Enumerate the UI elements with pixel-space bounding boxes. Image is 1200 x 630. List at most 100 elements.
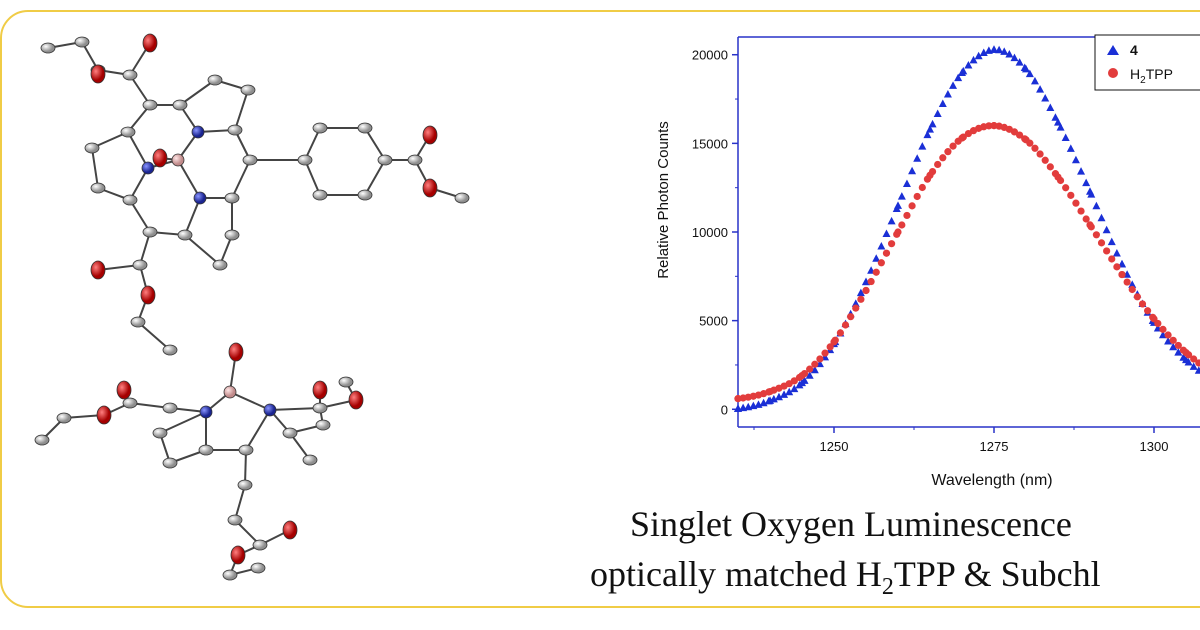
data-point-series-h2tpp — [1103, 247, 1111, 255]
oxygen-atom — [140, 285, 156, 305]
data-value-series-4 — [894, 201, 902, 209]
data-point-series-4 — [974, 51, 983, 60]
carbon-atom — [240, 84, 256, 96]
carbon-atom — [172, 99, 188, 111]
data-point-series-h2tpp — [1144, 307, 1152, 315]
data-point-series-h2tpp — [1097, 239, 1106, 247]
data-point-series-4 — [943, 90, 952, 98]
bond — [91, 147, 99, 189]
data-point-series-4 — [1010, 53, 1019, 62]
data-point-series-4 — [1071, 155, 1080, 164]
bond — [304, 127, 321, 161]
data-point-series-4 — [1092, 201, 1101, 210]
data-point-series-4 — [928, 119, 937, 128]
data-value-series-h2tpp — [1118, 270, 1126, 279]
data-point-series-4 — [1000, 47, 1009, 55]
data-point-series-h2tpp — [1041, 156, 1049, 164]
data-point-series-4 — [1194, 366, 1200, 374]
data-point-series-h2tpp — [806, 365, 814, 373]
data-point-series-4 — [923, 130, 932, 139]
data-point-series-h2tpp — [1108, 255, 1116, 263]
legend-marker-h2tpp — [1108, 68, 1118, 78]
data-point-series-4 — [1051, 113, 1060, 121]
carbon-atom — [227, 514, 243, 526]
oxygen-atom — [348, 390, 364, 410]
data-point-series-h2tpp — [1164, 331, 1172, 339]
boron-atom — [171, 153, 185, 167]
data-point-series-h2tpp — [985, 122, 993, 130]
data-value-series-h2tpp — [926, 171, 934, 179]
carbon-atom — [120, 126, 136, 138]
carbon-atom — [142, 226, 158, 238]
data-point-series-h2tpp — [1128, 285, 1136, 294]
nitrogen-atom — [263, 403, 277, 417]
data-value-series-h2tpp — [990, 122, 998, 130]
data-point-series-h2tpp — [821, 349, 829, 357]
legend-box — [1094, 34, 1200, 91]
data-point-series-h2tpp — [826, 343, 834, 351]
data-point-series-4 — [938, 99, 947, 107]
carbon-atom — [34, 434, 50, 446]
carbon-atom — [207, 74, 223, 86]
carbon-atom — [122, 69, 138, 81]
bond — [129, 199, 151, 233]
carbon-atom — [122, 397, 138, 409]
carbon-atom — [132, 259, 148, 271]
caption-line-1: Singlet Oxygen Luminescence — [630, 504, 1072, 544]
carbon-atom — [377, 154, 393, 166]
data-point-series-h2tpp — [1092, 231, 1100, 239]
carbon-atom — [407, 154, 423, 166]
carbon-atom — [312, 122, 328, 134]
boron-atom — [223, 385, 237, 399]
nitrogen-atom — [191, 125, 205, 139]
bond — [129, 74, 151, 106]
nitrogen-atom — [199, 405, 213, 419]
data-point-series-4 — [1077, 167, 1086, 175]
data-point-series-h2tpp — [888, 240, 896, 248]
data-point-series-h2tpp — [790, 377, 798, 385]
y-tick-label: 5000 — [699, 314, 728, 329]
data-value-series-4 — [926, 125, 934, 133]
caption-line-2-pre: optically matched H — [590, 554, 882, 594]
data-point-series-h2tpp — [1133, 293, 1141, 301]
data-point-series-4 — [1061, 133, 1070, 142]
data-point-series-4 — [810, 365, 819, 374]
x-tick-label: 1275 — [980, 439, 1009, 454]
carbon-atom — [122, 194, 138, 206]
data-point-series-4 — [933, 109, 942, 117]
carbon-atom — [222, 569, 238, 581]
data-point-series-h2tpp — [898, 221, 906, 229]
data-point-series-4 — [1066, 144, 1075, 152]
caption-line-2: optically matched H2TPP & Subchl — [590, 553, 1200, 601]
data-point-series-4 — [1169, 342, 1178, 351]
legend: 4 H2TPP — [1094, 34, 1200, 91]
carbon-atom — [312, 189, 328, 201]
y-tick-label: 20000 — [692, 48, 728, 63]
data-point-series-h2tpp — [1082, 215, 1090, 223]
bond — [231, 159, 251, 199]
carbon-atom — [162, 457, 178, 469]
data-value-series-h2tpp — [798, 371, 806, 380]
data-point-series-4 — [1005, 49, 1014, 58]
data-point-series-h2tpp — [1067, 191, 1075, 199]
data-point-series-4 — [887, 216, 896, 225]
data-point-series-h2tpp — [1123, 278, 1131, 286]
carbon-atom — [242, 154, 258, 166]
data-value-series-4 — [798, 378, 806, 387]
data-point-series-4 — [897, 192, 906, 200]
carbon-atom — [237, 479, 253, 491]
data-point-series-4 — [969, 55, 978, 64]
carbon-atom — [212, 259, 228, 271]
data-point-series-h2tpp — [903, 211, 911, 220]
data-value-series-4 — [766, 396, 774, 404]
data-point-series-h2tpp — [1046, 163, 1054, 171]
carbon-atom — [227, 124, 243, 136]
data-point-series-h2tpp — [1169, 336, 1177, 344]
carbon-atom — [84, 142, 100, 154]
bond — [269, 407, 321, 411]
data-point-series-4 — [1097, 213, 1106, 222]
bond — [245, 409, 271, 451]
data-point-series-4 — [856, 288, 865, 297]
carbon-atom — [90, 182, 106, 194]
data-point-series-4 — [872, 254, 881, 262]
